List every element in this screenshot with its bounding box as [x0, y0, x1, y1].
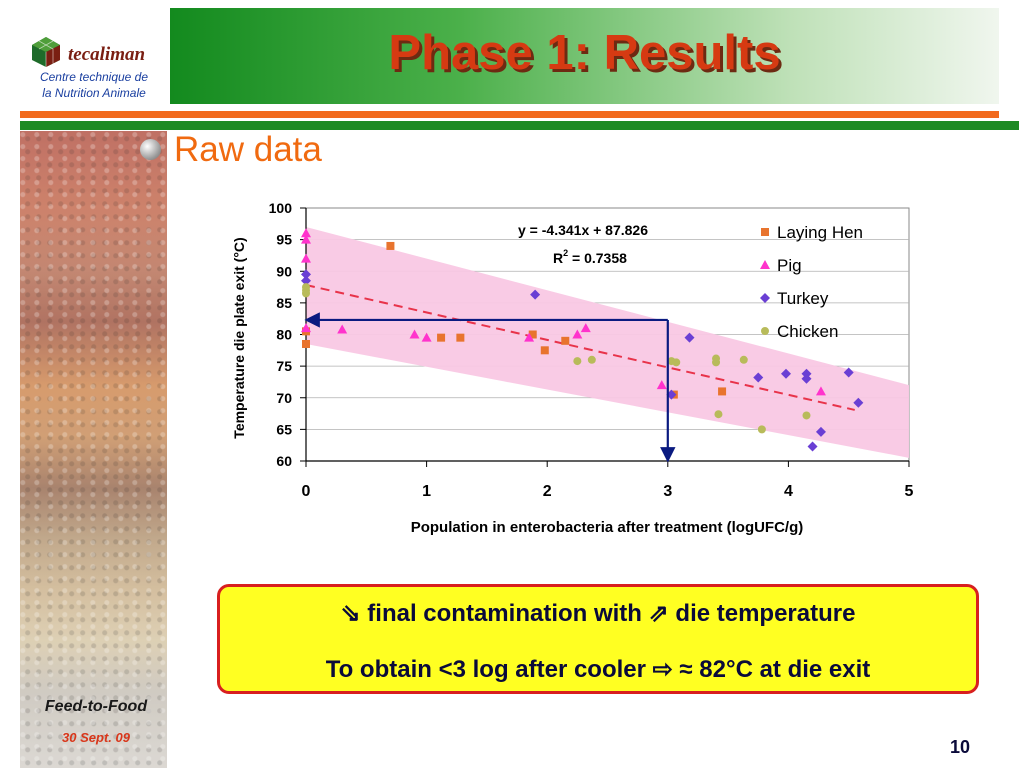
x-tick-label: 2 [543, 483, 552, 500]
legend-laying-hen-label: Laying Hen [777, 223, 863, 242]
arrow-down-right-icon: ⇘ [340, 600, 361, 627]
turkey-point [815, 426, 826, 437]
laying-hen-point [386, 241, 395, 250]
footer-title: Feed-to-Food [44, 698, 148, 715]
legend-pig-marker [760, 260, 770, 269]
conclusion-callout: ⇘ final contamination with ⇗ die tempera… [217, 584, 979, 694]
x-tick-label: 3 [663, 483, 672, 500]
legend-laying-hen-marker [761, 228, 769, 236]
turkey-point [780, 368, 791, 379]
laying-hen-point [528, 330, 537, 339]
chicken-point [712, 358, 721, 367]
orange-divider [20, 111, 999, 118]
turkey-point [684, 332, 695, 343]
turkey-point [753, 372, 764, 383]
section-heading: Raw data [174, 130, 322, 169]
chicken-point [573, 357, 582, 366]
pig-point [656, 380, 667, 390]
logo-wordmark: tecaliman [68, 44, 146, 65]
slide-number: 10 [950, 737, 971, 757]
turkey-point [301, 269, 311, 280]
pig-point [580, 323, 591, 333]
turkey-point [301, 275, 311, 286]
pig-point [815, 386, 826, 396]
green-divider [20, 121, 1019, 130]
x-tick-label: 5 [905, 483, 914, 500]
turkey-point [530, 289, 541, 300]
x-tick-label: 0 [302, 483, 311, 500]
y-tick-label: 95 [276, 232, 292, 248]
legend-chicken-marker [761, 327, 769, 335]
turkey-point [807, 441, 818, 452]
title-banner [170, 8, 999, 104]
r-squared-label: R2 = 0.7358 [553, 248, 627, 266]
laying-hen-point [561, 336, 570, 345]
page-title: Phase 1: Results [388, 26, 781, 80]
y-tick-label: 70 [276, 390, 292, 406]
y-tick-label: 65 [276, 421, 292, 437]
chicken-point [739, 355, 748, 364]
pig-point [409, 329, 420, 339]
chicken-point [672, 358, 681, 367]
laying-hen-point [437, 333, 446, 342]
pig-point [337, 324, 348, 334]
logo-subtitle-line-1: Centre technique de [39, 70, 149, 84]
laying-hen-point [302, 339, 310, 348]
footer-date: 30 Sept. 09 [62, 730, 130, 745]
arrow-right-icon: ⇨ [652, 656, 673, 683]
bullet-icon [140, 139, 161, 160]
chart-legend: Laying Hen Pig Turkey Chicken [760, 223, 863, 341]
pig-point [301, 234, 311, 244]
legend-turkey-marker [760, 293, 770, 303]
y-tick-label: 100 [269, 200, 293, 216]
legend-pig-label: Pig [777, 256, 802, 275]
pig-point [301, 253, 311, 263]
decorative-grain-strip [20, 131, 167, 768]
turkey-point [801, 373, 812, 384]
chicken-point [802, 411, 811, 420]
logo: tecaliman Centre technique de la Nutriti… [20, 8, 168, 104]
logo-subtitle-line-2: la Nutrition Animale [42, 86, 146, 100]
legend-chicken-label: Chicken [777, 322, 838, 341]
legend-turkey-label: Turkey [777, 289, 829, 308]
confidence-band [306, 226, 909, 458]
turkey-point [801, 368, 812, 379]
y-axis-title: Temperature die plate exit (°C) [231, 237, 247, 438]
trend-equation: y = -4.341x + 87.826 [518, 222, 648, 238]
turkey-point [666, 389, 677, 400]
turkey-point [843, 367, 854, 378]
x-axis-title: Population in enterobacteria after treat… [411, 519, 804, 536]
laying-hen-point [718, 387, 727, 396]
y-tick-label: 80 [276, 327, 292, 343]
pig-point [301, 228, 311, 238]
arrow-up-right-icon: ⇗ [648, 600, 669, 627]
chicken-point [714, 410, 723, 419]
scatter-chart: 0 1 2 3 4 5 60 65 70 75 80 85 90 95 100 Population in … [231, 200, 914, 536]
turkey-point [853, 397, 864, 408]
y-tick-label: 90 [276, 263, 292, 279]
x-tick-label: 4 [784, 483, 793, 500]
pig-point [421, 332, 432, 342]
trend-line [305, 284, 855, 411]
chicken-point [587, 355, 596, 364]
callout-line-2: To obtain <3 log after cooler ⇨ ≈ 82°C a… [325, 656, 871, 683]
y-tick-label: 75 [276, 358, 292, 374]
y-tick-label: 85 [276, 295, 292, 311]
chicken-point [757, 425, 766, 434]
laying-hen-point [540, 346, 549, 355]
x-tick-label: 1 [422, 483, 431, 500]
pig-point [301, 323, 311, 333]
y-tick-label: 60 [276, 453, 292, 469]
laying-hen-point [456, 333, 465, 342]
pig-point [524, 332, 535, 342]
callout-line-1: ⇘ final contamination with ⇗ die tempera… [340, 600, 856, 627]
logo-cube-icon [32, 37, 60, 67]
pig-point [572, 329, 583, 339]
chicken-point [302, 289, 310, 298]
